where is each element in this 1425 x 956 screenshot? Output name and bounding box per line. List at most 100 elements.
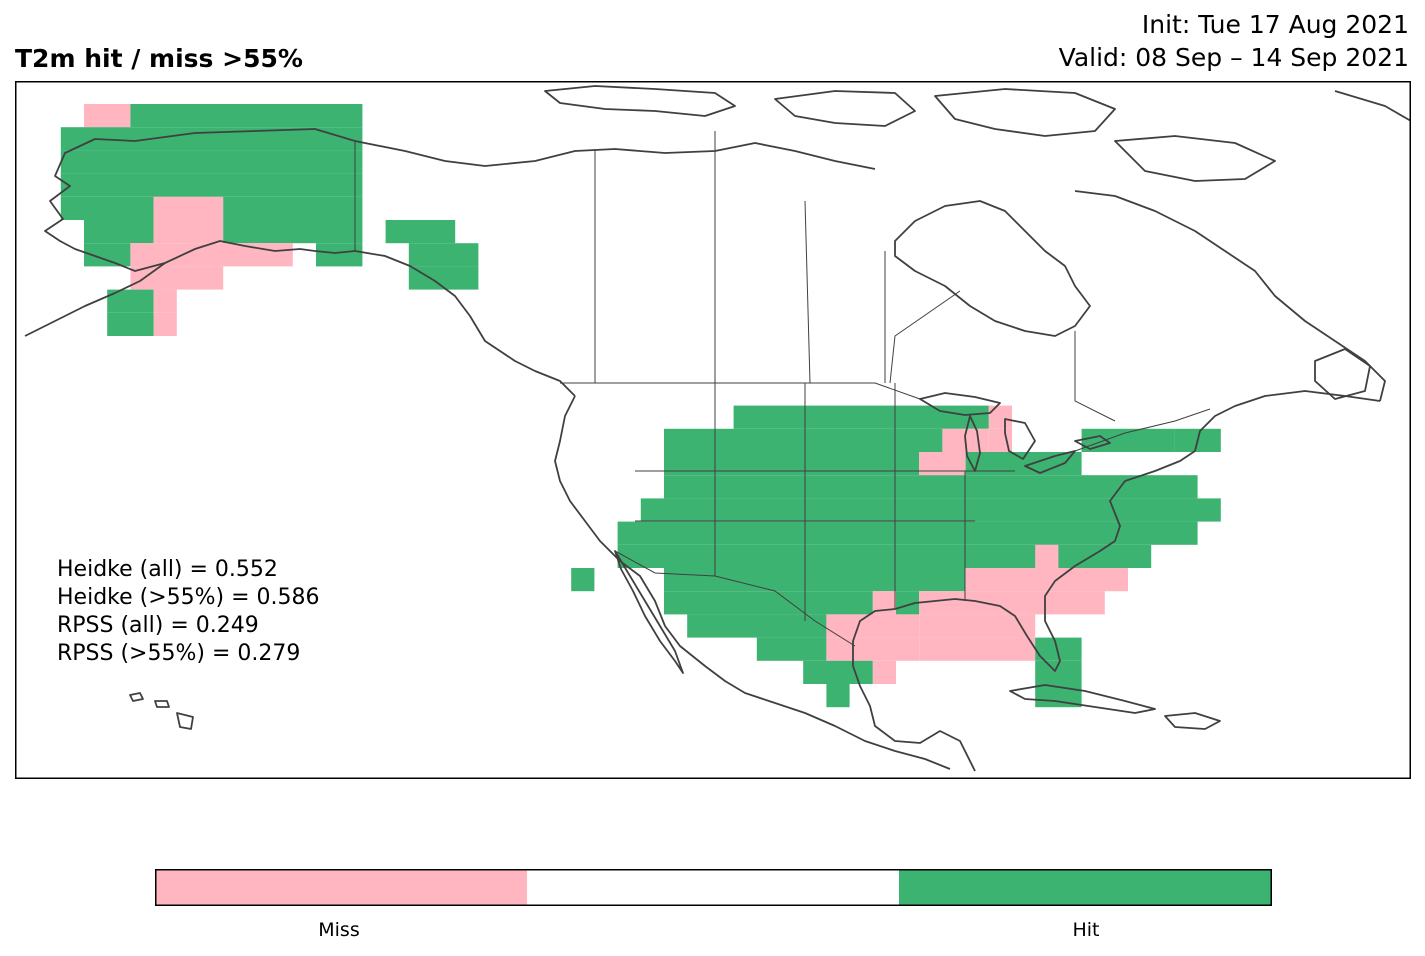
hit-cell (756, 637, 827, 661)
heidke-all: Heidke (all) = 0.552 (57, 557, 278, 582)
coast-arctic-island-1 (544, 85, 736, 117)
hit-cell (60, 150, 363, 174)
hit-cell (826, 684, 850, 708)
hit-cell (1035, 660, 1082, 684)
hit-cell (617, 544, 1152, 568)
coast-hawaii-1 (129, 692, 144, 702)
categorical-colorbar (155, 869, 1272, 906)
hit-cell (84, 220, 154, 244)
hit-cell (664, 475, 1198, 499)
hit-cell (664, 428, 943, 452)
hit-cell (316, 243, 363, 267)
hit-cell (965, 452, 1082, 476)
border-canada-us-east (1074, 408, 1211, 452)
hit-cell (803, 660, 873, 684)
lake-ontario (1074, 435, 1111, 450)
heidke-55: Heidke (>55%) = 0.586 (57, 585, 320, 610)
colorbar-frame (155, 869, 1272, 906)
miss-cell (153, 289, 177, 313)
miss-cell (872, 660, 896, 684)
border-quebec-labrador (1074, 331, 1116, 422)
miss-cell (153, 312, 177, 336)
hit-cell (617, 521, 1198, 545)
hit-cell (733, 405, 989, 429)
map-frame (15, 81, 1411, 779)
rpss-55: RPSS (>55%) = 0.279 (57, 641, 301, 666)
hit-cell (130, 104, 363, 128)
hit-cell (60, 127, 363, 151)
border-canada-us (560, 382, 921, 400)
coast-hawaii-2 (154, 700, 170, 708)
miss-cell (919, 637, 1036, 661)
coast-greenland (1334, 90, 1411, 122)
coast-hawaii-3 (176, 712, 194, 730)
border-us-mexico (614, 550, 856, 647)
lake-erie (1024, 450, 1076, 474)
coast-cuba (1009, 684, 1156, 714)
hit-cell (408, 266, 479, 290)
hit-miss-grid (60, 104, 1221, 708)
coast-arctic (354, 140, 876, 170)
hit-cell (107, 289, 154, 313)
skill-scores: Heidke (all) = 0.552 Heidke (>55%) = 0.5… (57, 556, 320, 668)
coast-alaska (44, 128, 356, 272)
hit-cell (1035, 684, 1082, 708)
coast-arctic-island-3 (934, 88, 1116, 137)
miss-cell (965, 568, 1128, 592)
hit-cell (640, 498, 1221, 522)
colorbar-hit (899, 869, 1271, 906)
legend-hit-label: Hit (1072, 919, 1100, 941)
colorbar-miss (155, 869, 527, 906)
hit-cell (896, 591, 920, 615)
miss-cell (919, 591, 1105, 615)
miss-cell (153, 196, 224, 220)
miss-cell (919, 614, 1036, 638)
hit-cell (408, 243, 479, 267)
hit-cell (84, 243, 131, 267)
coast-east (852, 390, 1381, 772)
border-quebec-ontario (889, 290, 961, 384)
coast-aleutian (24, 262, 166, 337)
hit-cell (60, 173, 363, 197)
coast-newfoundland (1314, 348, 1371, 400)
hit-cell (687, 614, 827, 638)
coast-west (554, 395, 951, 770)
coast-hispaniola (1164, 712, 1221, 730)
coastlines (24, 85, 1411, 772)
miss-cell (988, 405, 1012, 429)
hit-cell (223, 220, 363, 244)
hit-cell (1081, 428, 1175, 452)
colorbar-neutral (527, 869, 899, 906)
coast-arctic-island-2 (774, 90, 916, 127)
hit-cell (107, 312, 154, 336)
init-date: Init: Tue 17 Aug 2021 (1141, 10, 1409, 39)
lake-superior (919, 392, 1001, 416)
coast-arctic-island-4 (1114, 135, 1276, 182)
hit-cell (664, 452, 920, 476)
valid-period: Valid: 08 Sep – 14 Sep 2021 (1058, 43, 1409, 72)
miss-cell (919, 452, 966, 476)
miss-cell (826, 614, 920, 638)
border-canada-prov-3 (804, 200, 811, 384)
rpss-all: RPSS (all) = 0.249 (57, 613, 259, 638)
hit-cell (223, 196, 363, 220)
coast-baja (614, 550, 684, 674)
coast-hudson-bay (894, 200, 1091, 337)
miss-cell (153, 220, 224, 244)
miss-cell (84, 104, 131, 128)
miss-cell (826, 637, 920, 661)
hit-cell (571, 568, 595, 592)
map-title: T2m hit / miss >55% (15, 44, 303, 73)
hit-cell (60, 196, 154, 220)
legend-miss-label: Miss (318, 919, 360, 941)
hit-cell (1035, 637, 1082, 661)
borders (354, 131, 1211, 647)
miss-cell (130, 243, 293, 267)
miss-cell (1035, 544, 1059, 568)
hit-cell (664, 591, 873, 615)
hit-cell (385, 220, 456, 244)
coast-panhandle (354, 250, 576, 397)
lake-huron (1004, 418, 1036, 460)
north-america-map (15, 81, 1411, 779)
hit-cell (664, 568, 966, 592)
